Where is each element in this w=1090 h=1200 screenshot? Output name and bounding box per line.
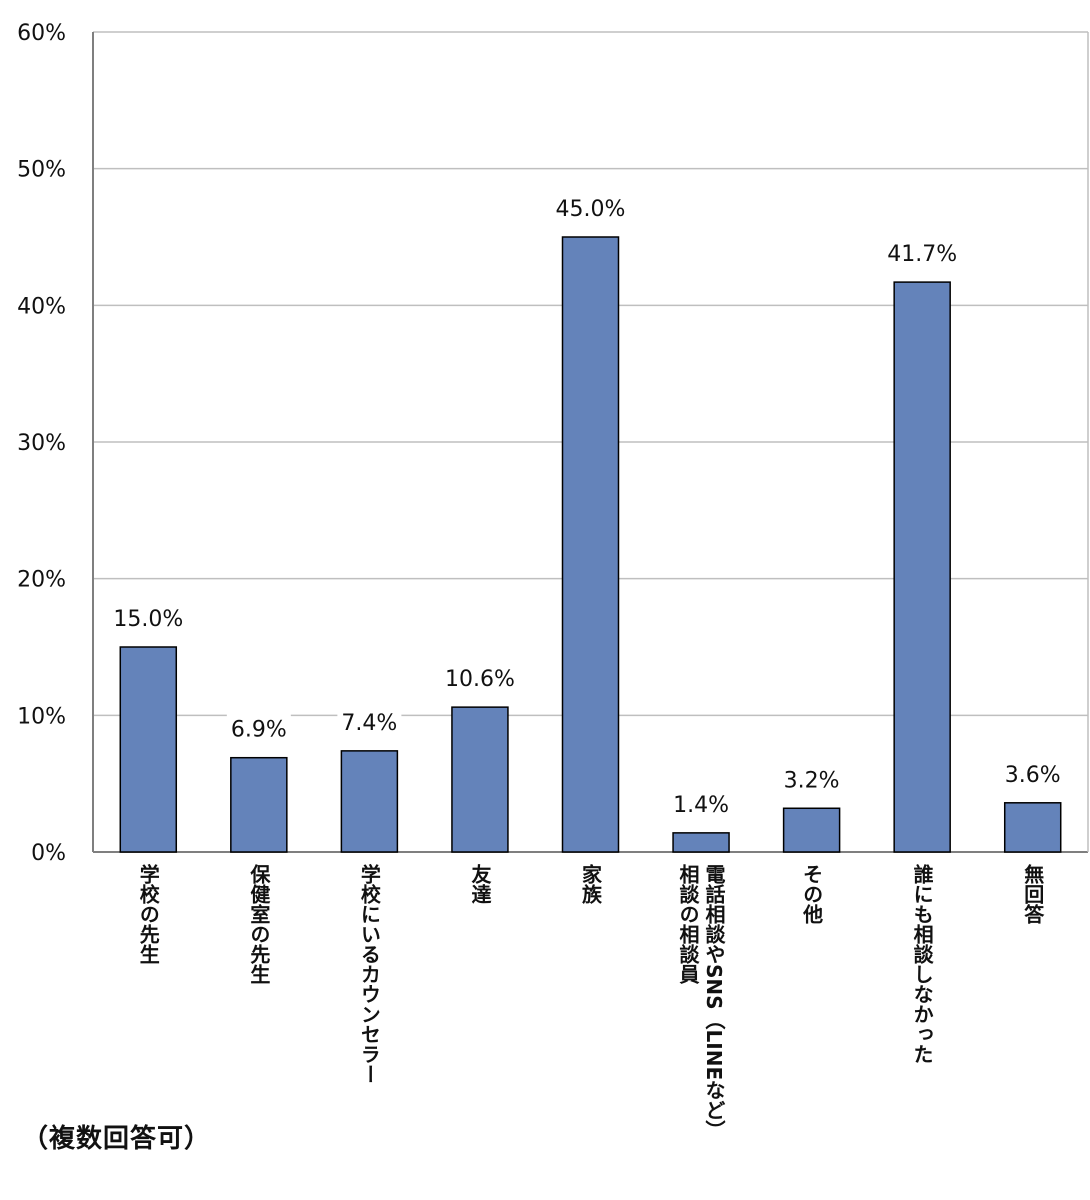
data-label: 10.6% (445, 667, 515, 692)
data-label: 41.7% (887, 242, 957, 267)
data-label-bg (1000, 758, 1065, 789)
bar (561, 236, 620, 853)
x-category-label: 誰にも相談しなかった (910, 863, 934, 1064)
x-category-label: 保健室の先生 (247, 864, 271, 984)
bar (451, 706, 509, 853)
bar (230, 756, 288, 853)
bar (340, 750, 399, 853)
y-tick-label: 20% (17, 568, 66, 593)
y-tick-label: 30% (17, 431, 66, 456)
data-label-bg (337, 706, 402, 737)
data-label: 45.0% (556, 197, 626, 222)
data-label: 3.6% (1005, 763, 1061, 788)
data-label: 6.9% (231, 718, 287, 743)
x-category-label: 無回答 (1021, 863, 1045, 925)
y-tick-label: 0% (31, 841, 66, 866)
data-label: 15.0% (113, 607, 183, 632)
data-label-bg (441, 663, 519, 694)
bar (1003, 802, 1062, 853)
x-category-label: 相談の相談員 (676, 863, 700, 985)
x-category-label: 家族 (579, 863, 603, 905)
bar (893, 281, 951, 853)
data-label: 7.4% (341, 711, 397, 736)
x-category-label: その他 (800, 864, 824, 924)
data-label-bg (226, 713, 291, 744)
y-tick-label: 60% (17, 21, 66, 46)
y-tick-label: 40% (17, 294, 66, 319)
x-category-label: 学校にいるカウンセラー (357, 863, 381, 1084)
data-label-bg (552, 193, 629, 223)
data-label-bg (779, 764, 844, 795)
y-tick-label: 50% (17, 158, 66, 183)
data-label-bg (669, 788, 734, 819)
data-label: 1.4% (673, 793, 729, 818)
bar (782, 807, 841, 853)
x-category-label: 友達 (468, 863, 492, 904)
data-label: 3.2% (784, 768, 840, 793)
bar (119, 646, 178, 853)
data-label-bg (109, 603, 187, 633)
x-category-label: 電話相談やSNS（LINEなど） (702, 864, 726, 1141)
footnote-multiple-answers: （複数回答可） (22, 1124, 212, 1154)
y-tick-label: 10% (17, 704, 66, 729)
data-label-bg (883, 238, 961, 269)
bar (672, 832, 730, 853)
x-category-label: 学校の先生 (136, 863, 160, 964)
